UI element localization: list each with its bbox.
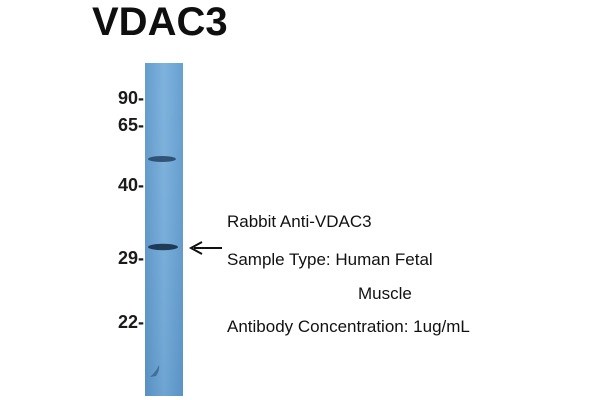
marker-90: 90- — [117, 88, 144, 108]
band-target — [148, 243, 178, 251]
antibody-label: Rabbit Anti-VDAC3 — [227, 212, 372, 231]
marker-22: 22- — [117, 312, 144, 332]
marker-40: 40- — [117, 175, 144, 195]
lane-smudge — [150, 365, 160, 377]
marker-29: 29- — [117, 248, 144, 268]
marker-65: 65- — [117, 115, 144, 135]
antibody-concentration-label: Antibody Concentration: 1ug/mL — [227, 317, 470, 336]
figure-title: VDAC3 — [92, 0, 228, 44]
sample-type-label-continued: Muscle — [358, 284, 412, 303]
arrow-icon — [188, 241, 222, 255]
band-upper — [148, 156, 176, 162]
sample-type-label: Sample Type: Human Fetal — [227, 250, 433, 269]
